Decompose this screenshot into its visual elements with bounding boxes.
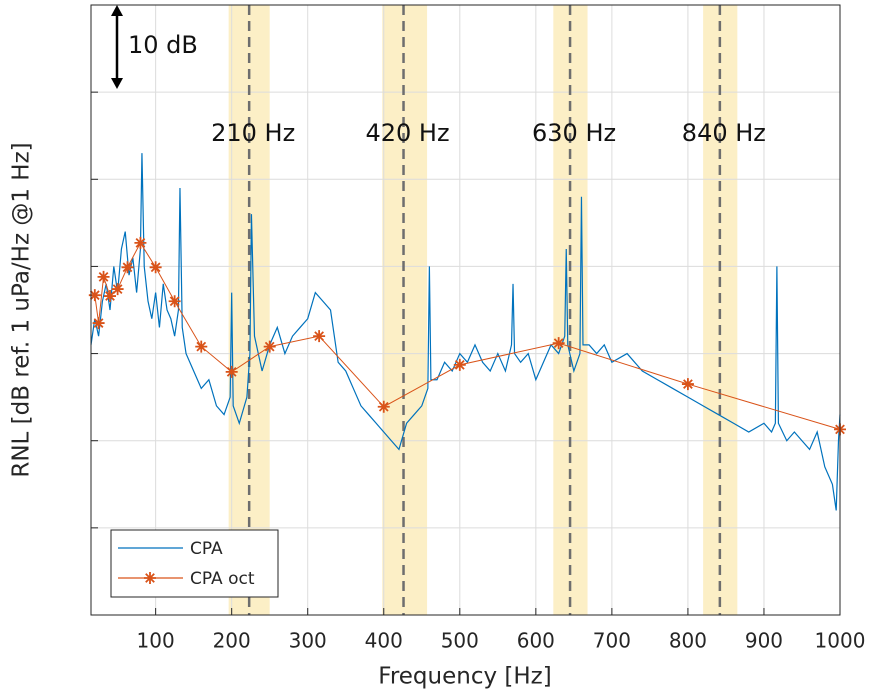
- scale-label: 10 dB: [128, 31, 198, 59]
- legend-box: [110, 529, 279, 598]
- arrow-head: [111, 78, 123, 89]
- marker: [92, 317, 105, 330]
- marker: [195, 340, 208, 353]
- band-label: 840 Hz: [682, 119, 766, 147]
- marker: [121, 261, 134, 274]
- legend-label: CPA: [190, 539, 223, 559]
- marker: [681, 378, 694, 391]
- x-tick-label: 500: [441, 629, 479, 653]
- legend: CPA CPA oct: [110, 529, 279, 598]
- y-axis-label: RNL [dB ref. 1 uPa/Hz @1 Hz]: [9, 142, 35, 477]
- band-label: 210 Hz: [211, 119, 295, 147]
- marker: [168, 295, 181, 308]
- x-tick-label: 700: [593, 629, 631, 653]
- scale-bar: 10 dB: [111, 5, 198, 89]
- band-label: 420 Hz: [365, 119, 449, 147]
- marker: [552, 337, 565, 350]
- series-line: [94, 241, 841, 430]
- marker: [377, 400, 390, 413]
- axes-box: [90, 4, 841, 616]
- marker: [149, 261, 162, 274]
- marker: [111, 283, 124, 296]
- marker: [453, 358, 466, 371]
- x-tick-label: 300: [289, 629, 327, 653]
- x-tick-label: 800: [669, 629, 707, 653]
- band-label: 630 Hz: [532, 119, 616, 147]
- marker: [225, 365, 238, 378]
- x-tick-label: 1000: [815, 629, 866, 653]
- x-tick-label: 200: [213, 629, 251, 653]
- x-tick-label: 600: [517, 629, 555, 653]
- legend-label: CPA oct: [190, 569, 255, 589]
- x-axis-label: Frequency [Hz]: [378, 664, 551, 690]
- marker: [263, 340, 276, 353]
- series-line: [90, 153, 841, 511]
- x-tick-label: 400: [365, 629, 403, 653]
- marker: [97, 270, 110, 283]
- legend-marker: [144, 572, 156, 584]
- x-tick-label: 900: [745, 629, 783, 653]
- marker: [104, 290, 117, 303]
- marker: [134, 236, 147, 249]
- arrow-head: [111, 5, 123, 16]
- plot: 210 Hz 420 Hz 630 Hz 840 Hz: [88, 5, 846, 615]
- marker: [313, 330, 326, 343]
- x-tick-label: 100: [137, 629, 175, 653]
- marker: [88, 289, 101, 302]
